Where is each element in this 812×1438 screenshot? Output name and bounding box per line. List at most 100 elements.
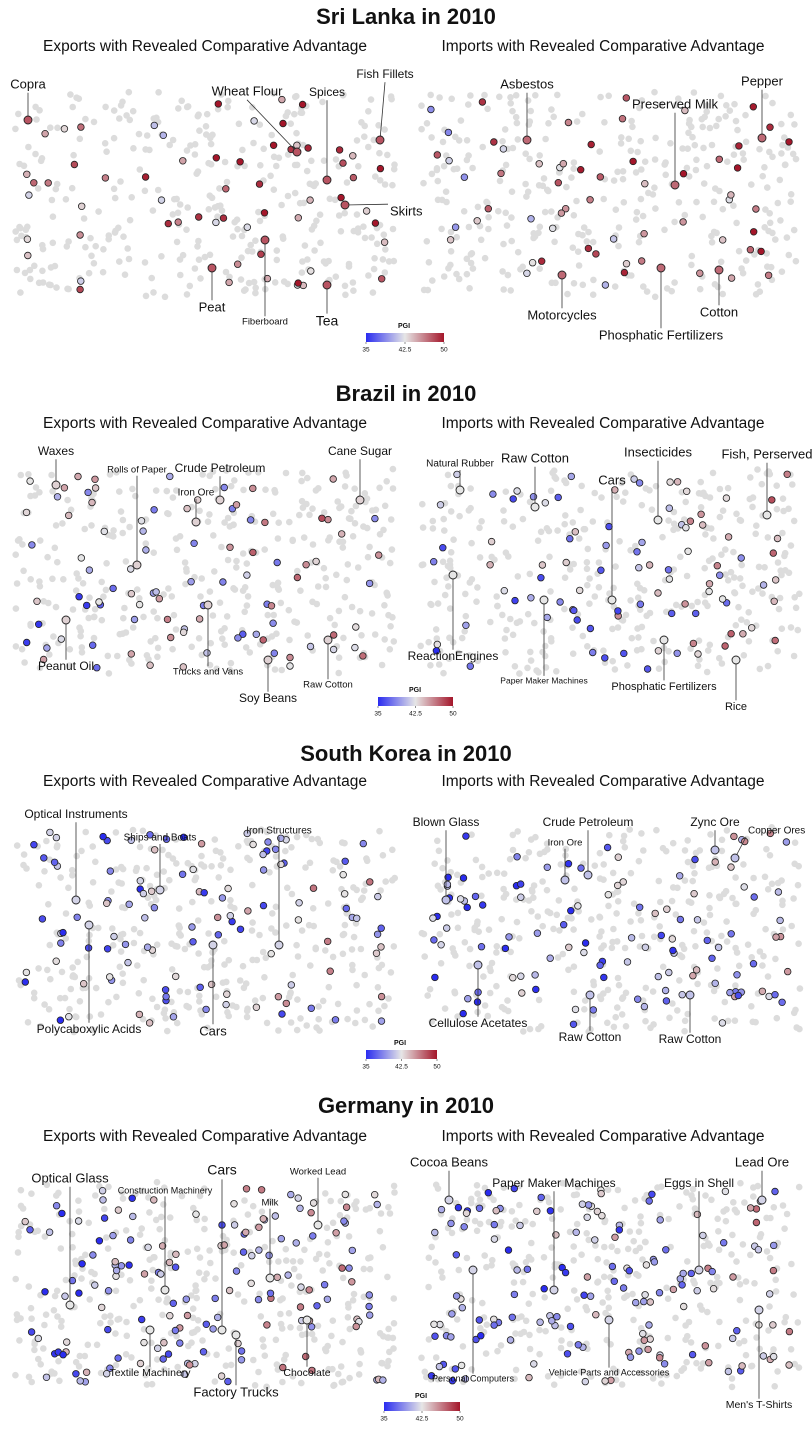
rca-product-node — [635, 1347, 643, 1355]
product-label: Raw Cotton — [559, 1030, 622, 1044]
rca-product-node — [690, 890, 698, 898]
product-node — [561, 574, 569, 581]
rca-product-node — [209, 1325, 217, 1333]
product-node — [92, 858, 99, 866]
labeled-product-node — [757, 1195, 767, 1205]
rca-product-node — [592, 1310, 600, 1319]
product-node — [126, 523, 133, 531]
product-node — [496, 177, 504, 185]
product-node — [304, 256, 311, 263]
product-node — [454, 924, 462, 932]
rca-product-node — [722, 494, 731, 502]
product-node — [525, 849, 533, 856]
product-node — [182, 580, 189, 588]
product-node — [522, 1258, 530, 1266]
product-node — [285, 606, 293, 614]
product-node — [148, 1285, 155, 1292]
product-node — [263, 1383, 270, 1391]
product-node — [106, 471, 114, 478]
product-node — [30, 994, 38, 1002]
product-node — [695, 637, 703, 644]
labeled-product-node — [132, 560, 142, 570]
product-node — [688, 252, 696, 260]
product-node — [176, 201, 184, 208]
product-node — [615, 224, 623, 231]
product-node — [390, 1295, 398, 1302]
rca-product-node — [532, 985, 540, 994]
product-node — [384, 151, 391, 159]
rca-product-node — [447, 1333, 455, 1341]
product-node — [49, 488, 56, 495]
rca-product-node — [335, 146, 344, 154]
rca-product-node — [373, 930, 382, 938]
rca-product-node — [52, 833, 61, 842]
rca-product-node — [332, 1229, 340, 1237]
product-node — [453, 270, 460, 278]
product-node — [154, 186, 162, 194]
product-node — [636, 943, 644, 950]
product-node — [123, 112, 130, 119]
product-node — [681, 847, 689, 854]
rca-product-node — [125, 1261, 133, 1269]
product-node — [474, 584, 481, 591]
product-node — [762, 92, 769, 100]
product-node — [596, 148, 603, 155]
product-node — [259, 1336, 267, 1343]
product-node — [365, 272, 372, 279]
product-node — [20, 851, 28, 858]
product-node — [288, 1282, 295, 1289]
product-node — [418, 125, 425, 133]
product-node — [183, 291, 191, 298]
product-node — [119, 930, 127, 938]
product-node — [690, 89, 698, 96]
product-node — [627, 547, 634, 554]
product-node — [348, 507, 355, 515]
product-node — [467, 259, 475, 267]
product-node — [240, 287, 248, 295]
rca-product-node — [179, 628, 188, 636]
product-node — [478, 518, 485, 525]
product-node — [67, 506, 75, 514]
product-node — [766, 852, 774, 859]
labeled-product-node — [203, 600, 213, 610]
product-node — [286, 518, 293, 526]
product-node — [432, 1259, 439, 1266]
product-node — [337, 1363, 345, 1370]
rca-product-node — [589, 1006, 597, 1014]
product-node — [360, 1265, 368, 1273]
product-node — [140, 1326, 148, 1333]
rca-product-node — [278, 95, 286, 104]
product-node — [590, 978, 597, 985]
product-node — [21, 269, 29, 277]
product-node — [268, 925, 275, 932]
product-node — [766, 219, 774, 227]
rca-product-node — [556, 598, 564, 606]
labeled-product-node — [604, 1315, 614, 1325]
rca-product-node — [651, 909, 659, 918]
product-node — [693, 198, 700, 206]
product-node — [628, 117, 635, 125]
product-node — [273, 247, 281, 254]
product-node — [237, 1262, 245, 1269]
rca-product-node — [433, 151, 441, 159]
product-node — [568, 174, 575, 181]
product-node — [541, 848, 548, 856]
product-node — [315, 1015, 323, 1023]
rca-product-node — [111, 1257, 119, 1266]
product-node — [526, 1345, 534, 1353]
rca-product-node — [782, 838, 791, 846]
rca-product-node — [692, 966, 701, 974]
product-node — [502, 209, 510, 217]
product-node — [507, 615, 514, 623]
product-node — [717, 92, 725, 100]
product-label: Cellulose Acetates — [429, 1016, 528, 1030]
product-node — [329, 1317, 337, 1324]
rca-product-node — [259, 850, 267, 859]
product-node — [706, 892, 713, 899]
product-node — [222, 1362, 230, 1369]
rca-product-node — [665, 504, 673, 512]
product-node — [557, 1372, 565, 1379]
product-node — [308, 1330, 316, 1338]
product-node — [82, 828, 89, 836]
product-node — [733, 1258, 740, 1265]
